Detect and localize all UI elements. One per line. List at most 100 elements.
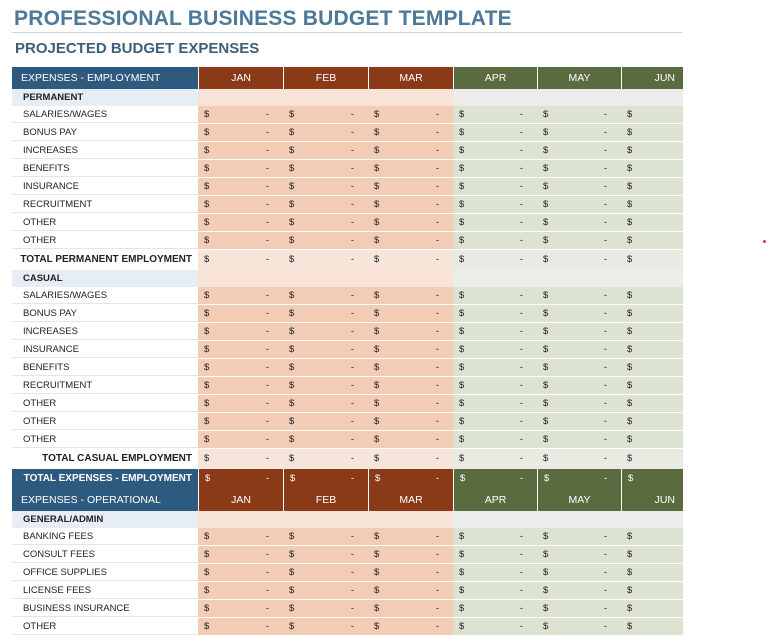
amount-cell[interactable]: $ - <box>283 600 368 617</box>
amount-cell[interactable]: $ - <box>368 564 453 581</box>
amount-cell[interactable]: $ - <box>453 232 537 249</box>
amount-cell[interactable]: $ <box>621 305 683 322</box>
amount-cell[interactable]: $ - <box>368 178 453 195</box>
amount-cell[interactable]: $ <box>621 178 683 195</box>
amount-cell[interactable]: $ - <box>453 178 537 195</box>
amount-cell[interactable]: $ - <box>453 124 537 141</box>
amount-cell[interactable]: $ - <box>368 287 453 304</box>
amount-cell[interactable]: $ - <box>453 305 537 322</box>
amount-cell[interactable]: $ - <box>537 305 621 322</box>
amount-cell[interactable]: $ - <box>537 142 621 159</box>
amount-cell[interactable]: $ - <box>283 359 368 376</box>
amount-cell[interactable]: $ - <box>198 582 283 599</box>
amount-cell[interactable]: $ - <box>537 395 621 412</box>
amount-cell[interactable]: $ - <box>198 600 283 617</box>
amount-cell[interactable]: $ - <box>198 124 283 141</box>
amount-cell[interactable]: $ <box>621 582 683 599</box>
amount-cell[interactable]: $ - <box>283 124 368 141</box>
amount-cell[interactable]: $ - <box>283 214 368 231</box>
amount-cell[interactable]: $ <box>621 341 683 358</box>
amount-cell[interactable]: $ - <box>368 600 453 617</box>
amount-cell[interactable]: $ - <box>283 582 368 599</box>
amount-cell[interactable]: $ - <box>368 232 453 249</box>
amount-cell[interactable]: $ - <box>283 528 368 545</box>
amount-cell[interactable]: $ - <box>198 323 283 340</box>
amount-cell[interactable]: $ - <box>198 160 283 177</box>
amount-cell[interactable]: $ - <box>537 431 621 448</box>
amount-cell[interactable]: $ - <box>537 232 621 249</box>
amount-cell[interactable]: $ - <box>198 142 283 159</box>
amount-cell[interactable]: $ - <box>283 305 368 322</box>
amount-cell[interactable]: $ - <box>453 413 537 430</box>
amount-cell[interactable]: $ - <box>368 323 453 340</box>
amount-cell[interactable]: $ <box>621 106 683 123</box>
amount-cell[interactable]: $ - <box>198 377 283 394</box>
amount-cell[interactable]: $ - <box>537 160 621 177</box>
amount-cell[interactable]: $ - <box>283 413 368 430</box>
amount-cell[interactable]: $ - <box>368 124 453 141</box>
amount-cell[interactable]: $ - <box>198 546 283 563</box>
amount-cell[interactable]: $ - <box>283 232 368 249</box>
amount-cell[interactable]: $ - <box>283 323 368 340</box>
amount-cell[interactable]: $ <box>621 359 683 376</box>
amount-cell[interactable]: $ - <box>368 528 453 545</box>
amount-cell[interactable]: $ - <box>537 528 621 545</box>
amount-cell[interactable]: $ - <box>537 546 621 563</box>
amount-cell[interactable]: $ - <box>283 178 368 195</box>
amount-cell[interactable]: $ - <box>283 341 368 358</box>
amount-cell[interactable]: $ - <box>368 142 453 159</box>
amount-cell[interactable]: $ - <box>368 341 453 358</box>
amount-cell[interactable]: $ - <box>453 142 537 159</box>
amount-cell[interactable]: $ <box>621 287 683 304</box>
amount-cell[interactable]: $ - <box>453 341 537 358</box>
amount-cell[interactable]: $ - <box>537 106 621 123</box>
amount-cell[interactable]: $ - <box>368 582 453 599</box>
amount-cell[interactable]: $ - <box>453 106 537 123</box>
amount-cell[interactable]: $ - <box>198 305 283 322</box>
amount-cell[interactable]: $ <box>621 214 683 231</box>
amount-cell[interactable]: $ - <box>198 106 283 123</box>
amount-cell[interactable]: $ - <box>453 323 537 340</box>
amount-cell[interactable]: $ - <box>283 564 368 581</box>
amount-cell[interactable]: $ - <box>283 431 368 448</box>
amount-cell[interactable]: $ - <box>537 359 621 376</box>
amount-cell[interactable]: $ - <box>283 546 368 563</box>
amount-cell[interactable]: $ - <box>283 142 368 159</box>
amount-cell[interactable]: $ - <box>198 564 283 581</box>
amount-cell[interactable]: $ - <box>368 546 453 563</box>
amount-cell[interactable]: $ <box>621 124 683 141</box>
amount-cell[interactable]: $ - <box>537 582 621 599</box>
amount-cell[interactable]: $ - <box>198 287 283 304</box>
amount-cell[interactable]: $ - <box>198 431 283 448</box>
amount-cell[interactable]: $ - <box>453 287 537 304</box>
amount-cell[interactable]: $ - <box>537 341 621 358</box>
amount-cell[interactable]: $ <box>621 142 683 159</box>
amount-cell[interactable]: $ - <box>368 413 453 430</box>
amount-cell[interactable]: $ - <box>453 214 537 231</box>
amount-cell[interactable]: $ - <box>453 359 537 376</box>
amount-cell[interactable]: $ - <box>198 214 283 231</box>
amount-cell[interactable]: $ - <box>453 546 537 563</box>
amount-cell[interactable]: $ - <box>283 377 368 394</box>
amount-cell[interactable]: $ - <box>537 214 621 231</box>
amount-cell[interactable]: $ - <box>198 196 283 213</box>
amount-cell[interactable]: $ - <box>368 214 453 231</box>
amount-cell[interactable]: $ - <box>453 160 537 177</box>
amount-cell[interactable]: $ - <box>198 178 283 195</box>
amount-cell[interactable]: $ - <box>537 178 621 195</box>
amount-cell[interactable]: $ <box>621 528 683 545</box>
amount-cell[interactable]: $ <box>621 431 683 448</box>
amount-cell[interactable]: $ <box>621 160 683 177</box>
amount-cell[interactable]: $ - <box>283 106 368 123</box>
amount-cell[interactable]: $ <box>621 377 683 394</box>
amount-cell[interactable]: $ - <box>368 431 453 448</box>
amount-cell[interactable]: $ - <box>453 395 537 412</box>
amount-cell[interactable]: $ - <box>368 359 453 376</box>
amount-cell[interactable]: $ - <box>198 528 283 545</box>
amount-cell[interactable]: $ - <box>368 196 453 213</box>
amount-cell[interactable]: $ - <box>537 564 621 581</box>
amount-cell[interactable]: $ - <box>283 287 368 304</box>
amount-cell[interactable]: $ - <box>368 395 453 412</box>
amount-cell[interactable]: $ <box>621 600 683 617</box>
amount-cell[interactable]: $ <box>621 232 683 249</box>
